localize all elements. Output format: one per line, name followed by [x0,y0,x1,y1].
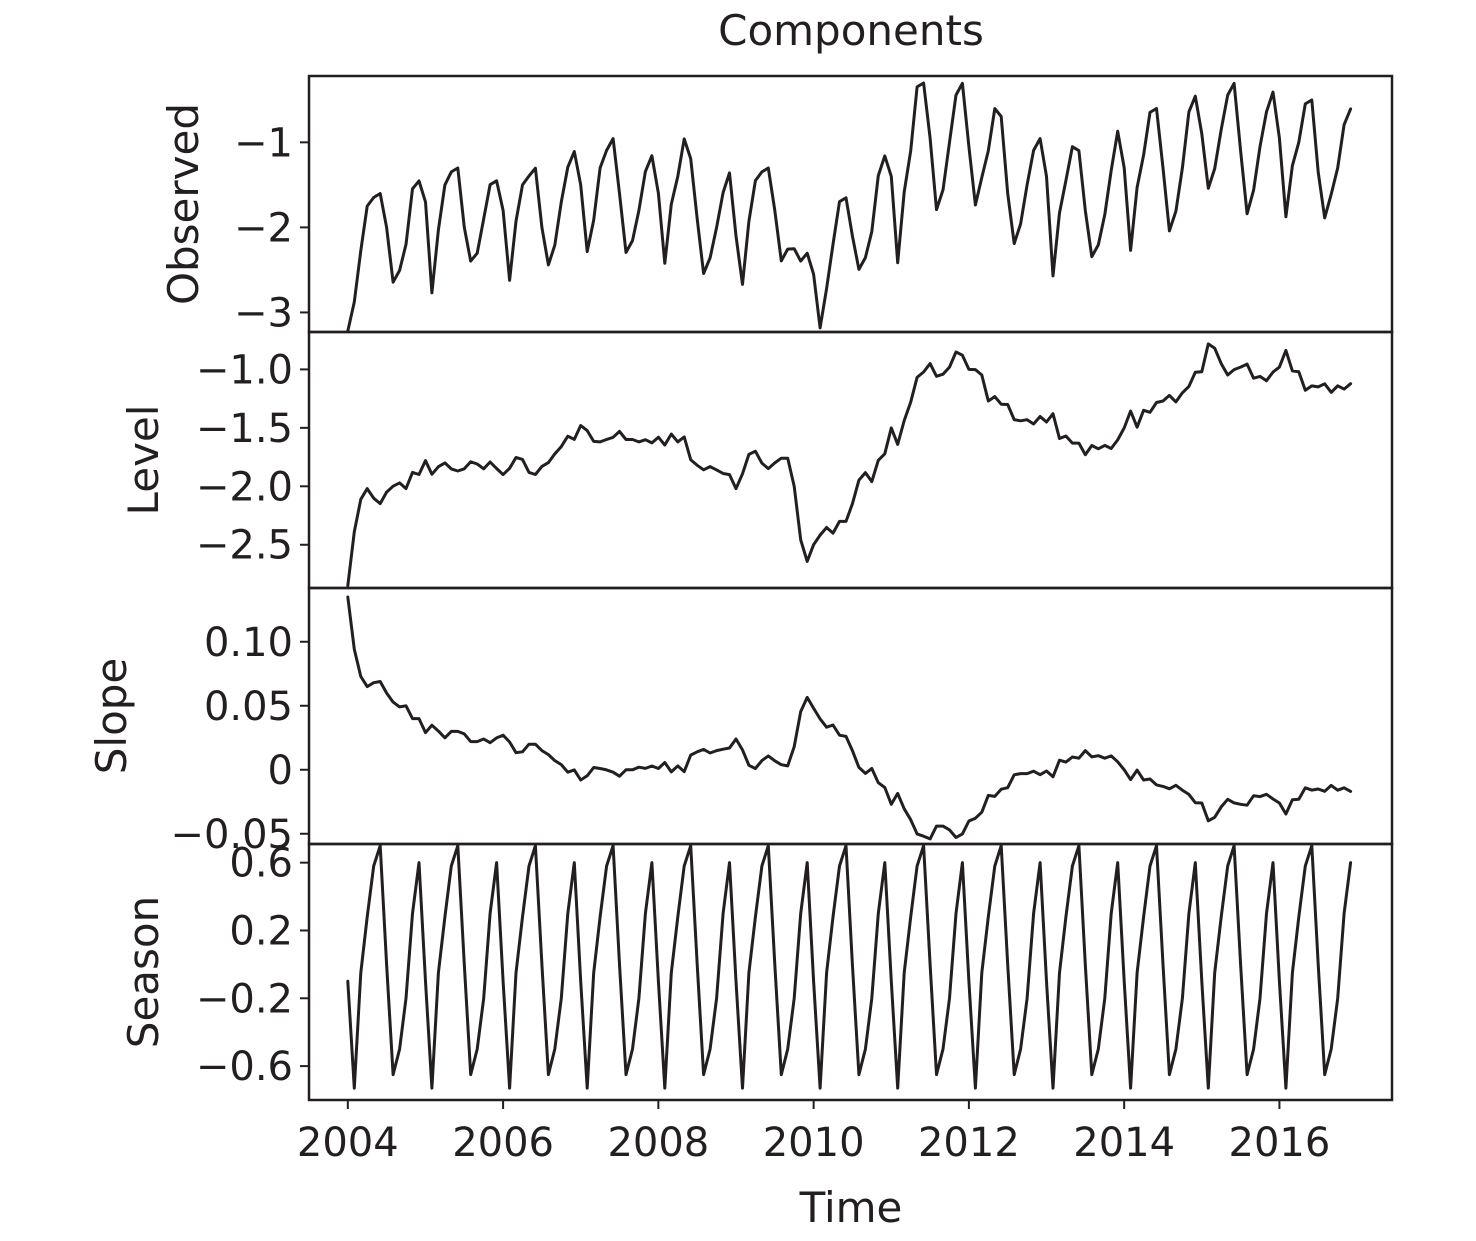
chart-title: Components [718,6,984,55]
x-tick-label: 2016 [1229,1120,1331,1166]
panel-observed: −1 −2 −3 Observed [159,74,1394,336]
y-tick-label: 0 [268,748,293,794]
y-tick-label: −0.05 [170,812,293,858]
y-axis-label-season: Season [119,896,168,1048]
y-axis-label-level: Level [119,405,168,516]
x-tick-label: 2012 [918,1120,1020,1166]
series-line-season [346,844,1353,1090]
x-tick-label: 2004 [297,1120,399,1166]
panel-frame [307,330,1394,590]
x-tick-label: 2014 [1073,1120,1175,1166]
x-tick-label: 2008 [607,1120,709,1166]
panel-level: −1.0 −1.5 −2.0 −2.5 Level [119,330,1394,590]
panel-slope: 0.10 0.05 0 −0.05 Slope [87,586,1394,858]
y-tick-label: −2 [234,205,293,251]
y-tick-label: −2.5 [196,523,293,569]
y-tick-label: −1.5 [196,406,293,452]
series-line-level [346,342,1353,588]
x-axis-label: Time [799,1183,903,1232]
y-tick-label: 0.2 [229,908,293,954]
y-tick-label: 0.6 [229,841,293,887]
y-tick-label: 0.10 [204,620,293,666]
panel-frame [307,842,1394,1102]
x-axis: 2004 2006 2008 2010 2012 2014 2016 [297,1100,1330,1166]
y-axis-label-observed: Observed [159,103,208,305]
y-axis-label-slope: Slope [87,658,136,775]
panel-frame [307,74,1394,334]
y-tick-label: −1 [234,120,293,166]
series-line-slope [346,595,1353,841]
x-tick-label: 2006 [452,1120,554,1166]
y-tick-label: −0.6 [196,1044,293,1090]
y-tick-label: −2.0 [196,464,293,510]
y-tick-label: −3 [234,290,293,336]
x-tick-label: 2010 [763,1120,865,1166]
panel-season: 0.6 0.2 −0.2 −0.6 Season [119,841,1394,1102]
y-tick-label: −0.2 [196,976,293,1022]
y-tick-label: 0.05 [204,684,293,730]
panel-frame [307,586,1394,846]
series-line-observed [346,81,1353,333]
y-tick-label: −1.0 [196,347,293,393]
panels-layer: −1−2−3Observed−1.0−1.5−2.0−2.5Level0.100… [87,74,1394,1102]
